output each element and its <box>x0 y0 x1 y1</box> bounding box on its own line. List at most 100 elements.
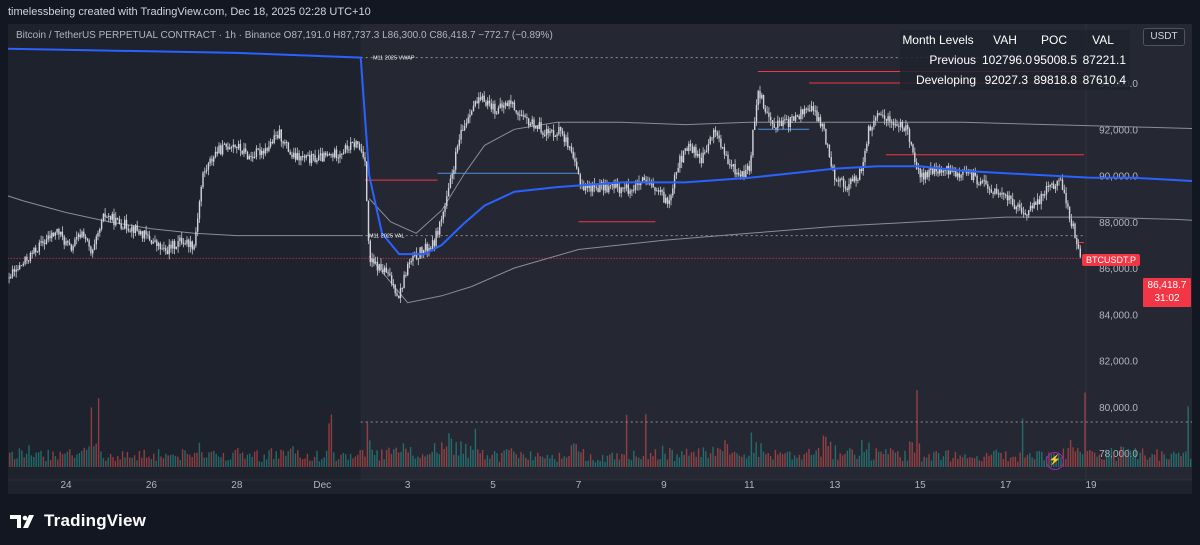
volume-bar <box>937 453 940 467</box>
volume-bar <box>433 443 436 467</box>
candle-body <box>143 230 145 239</box>
candle-body <box>102 213 105 221</box>
candle-body <box>494 103 496 114</box>
candle-body <box>803 108 806 115</box>
candle-body <box>789 117 791 128</box>
candle-body <box>479 97 482 100</box>
candle-body <box>92 249 94 254</box>
volume-bar <box>261 462 263 467</box>
chart-panel[interactable]: 94,000.092,000.090,000.088,000.086,000.0… <box>8 24 1192 494</box>
candle-body <box>748 165 750 171</box>
volume-bar <box>923 456 925 467</box>
candle-body <box>914 152 916 163</box>
volume-bar <box>496 453 498 467</box>
candle-body <box>504 102 507 106</box>
x-tick-label: 11 <box>744 480 755 491</box>
vah-value: 102796.0 <box>982 53 1033 67</box>
candle-body <box>627 184 629 194</box>
volume-bar <box>779 452 781 467</box>
candle-body <box>878 113 880 115</box>
volume-bar <box>1120 446 1122 467</box>
candle-body <box>812 106 815 111</box>
candle-body <box>467 117 469 123</box>
volume-bar <box>112 457 114 467</box>
candle-body <box>586 185 589 188</box>
candle-body <box>844 186 847 189</box>
candle-body <box>56 229 58 233</box>
candle-body <box>378 264 380 271</box>
volume-bar <box>829 441 832 467</box>
candle-body <box>602 182 605 191</box>
candle-body <box>476 101 478 104</box>
candle-body <box>1049 184 1051 187</box>
candle-body <box>401 288 403 290</box>
volume-bar <box>995 449 997 467</box>
candle-body <box>122 228 124 230</box>
candle-body <box>499 103 501 108</box>
volume-bar <box>546 454 549 467</box>
candle-body <box>1036 199 1039 205</box>
volume-bar <box>925 457 928 467</box>
volume-bar <box>529 451 532 467</box>
volume-bar <box>846 450 849 467</box>
volume-bar <box>1043 460 1045 467</box>
volume-bar <box>642 456 645 467</box>
candle-body <box>131 226 133 232</box>
volume-bar <box>647 459 649 467</box>
volume-bar <box>894 452 897 467</box>
volume-bar <box>402 443 405 467</box>
candle-body <box>794 115 797 121</box>
candle-body <box>218 145 220 154</box>
volume-bar <box>474 428 477 467</box>
volume-bar <box>133 455 136 467</box>
candle-body <box>552 130 555 137</box>
candle-body <box>449 178 452 188</box>
candle-body <box>205 169 208 172</box>
candle-body <box>752 130 754 156</box>
x-tick-label: 15 <box>915 480 927 491</box>
volume-bar <box>918 443 921 467</box>
volume-bar <box>1031 457 1033 467</box>
volume-bar <box>1108 456 1110 467</box>
volume-bar <box>599 461 601 467</box>
candle-body <box>405 274 407 276</box>
volume-bar <box>330 414 333 467</box>
candle-body <box>83 231 85 237</box>
volume-bar <box>517 458 520 467</box>
currency-selector[interactable]: USDT <box>1143 28 1185 46</box>
candle-body <box>268 146 270 151</box>
candle-body <box>1017 204 1019 207</box>
volume-bar <box>781 454 784 467</box>
candle-body <box>784 119 786 121</box>
candle-body <box>483 95 485 102</box>
volume-bar <box>484 459 486 467</box>
candle-body <box>334 149 336 158</box>
candle-body <box>821 123 823 127</box>
candle-body <box>316 160 318 163</box>
candle-body <box>383 267 386 273</box>
candle-body <box>568 146 571 148</box>
volume-bar <box>33 457 35 467</box>
candle-body <box>403 274 405 289</box>
volume-bar <box>273 459 275 467</box>
candle-body <box>823 123 825 129</box>
candle-body <box>350 141 352 150</box>
volume-bar <box>1005 451 1007 467</box>
volume-bar <box>690 452 693 467</box>
volume-bar <box>234 449 237 467</box>
candle-body <box>1038 199 1041 205</box>
candle-body <box>391 275 393 284</box>
candle-body <box>656 190 658 192</box>
price-chart[interactable]: 94,000.092,000.090,000.088,000.086,000.0… <box>8 24 1192 494</box>
last-price-tag: 86,418.7 31:02 <box>1143 278 1191 307</box>
candle-body <box>910 142 912 145</box>
candle-body <box>942 171 944 173</box>
volume-bar <box>952 457 954 467</box>
candle-body <box>949 170 952 175</box>
candle-body <box>702 152 704 164</box>
candle-body <box>437 230 439 235</box>
lightning-icon[interactable]: ⚡ <box>1046 452 1064 470</box>
levels-row-developing: Developing 92027.3 89818.8 87610.4 <box>900 70 1130 90</box>
candle-body <box>590 184 592 192</box>
candle-body <box>1051 183 1053 185</box>
